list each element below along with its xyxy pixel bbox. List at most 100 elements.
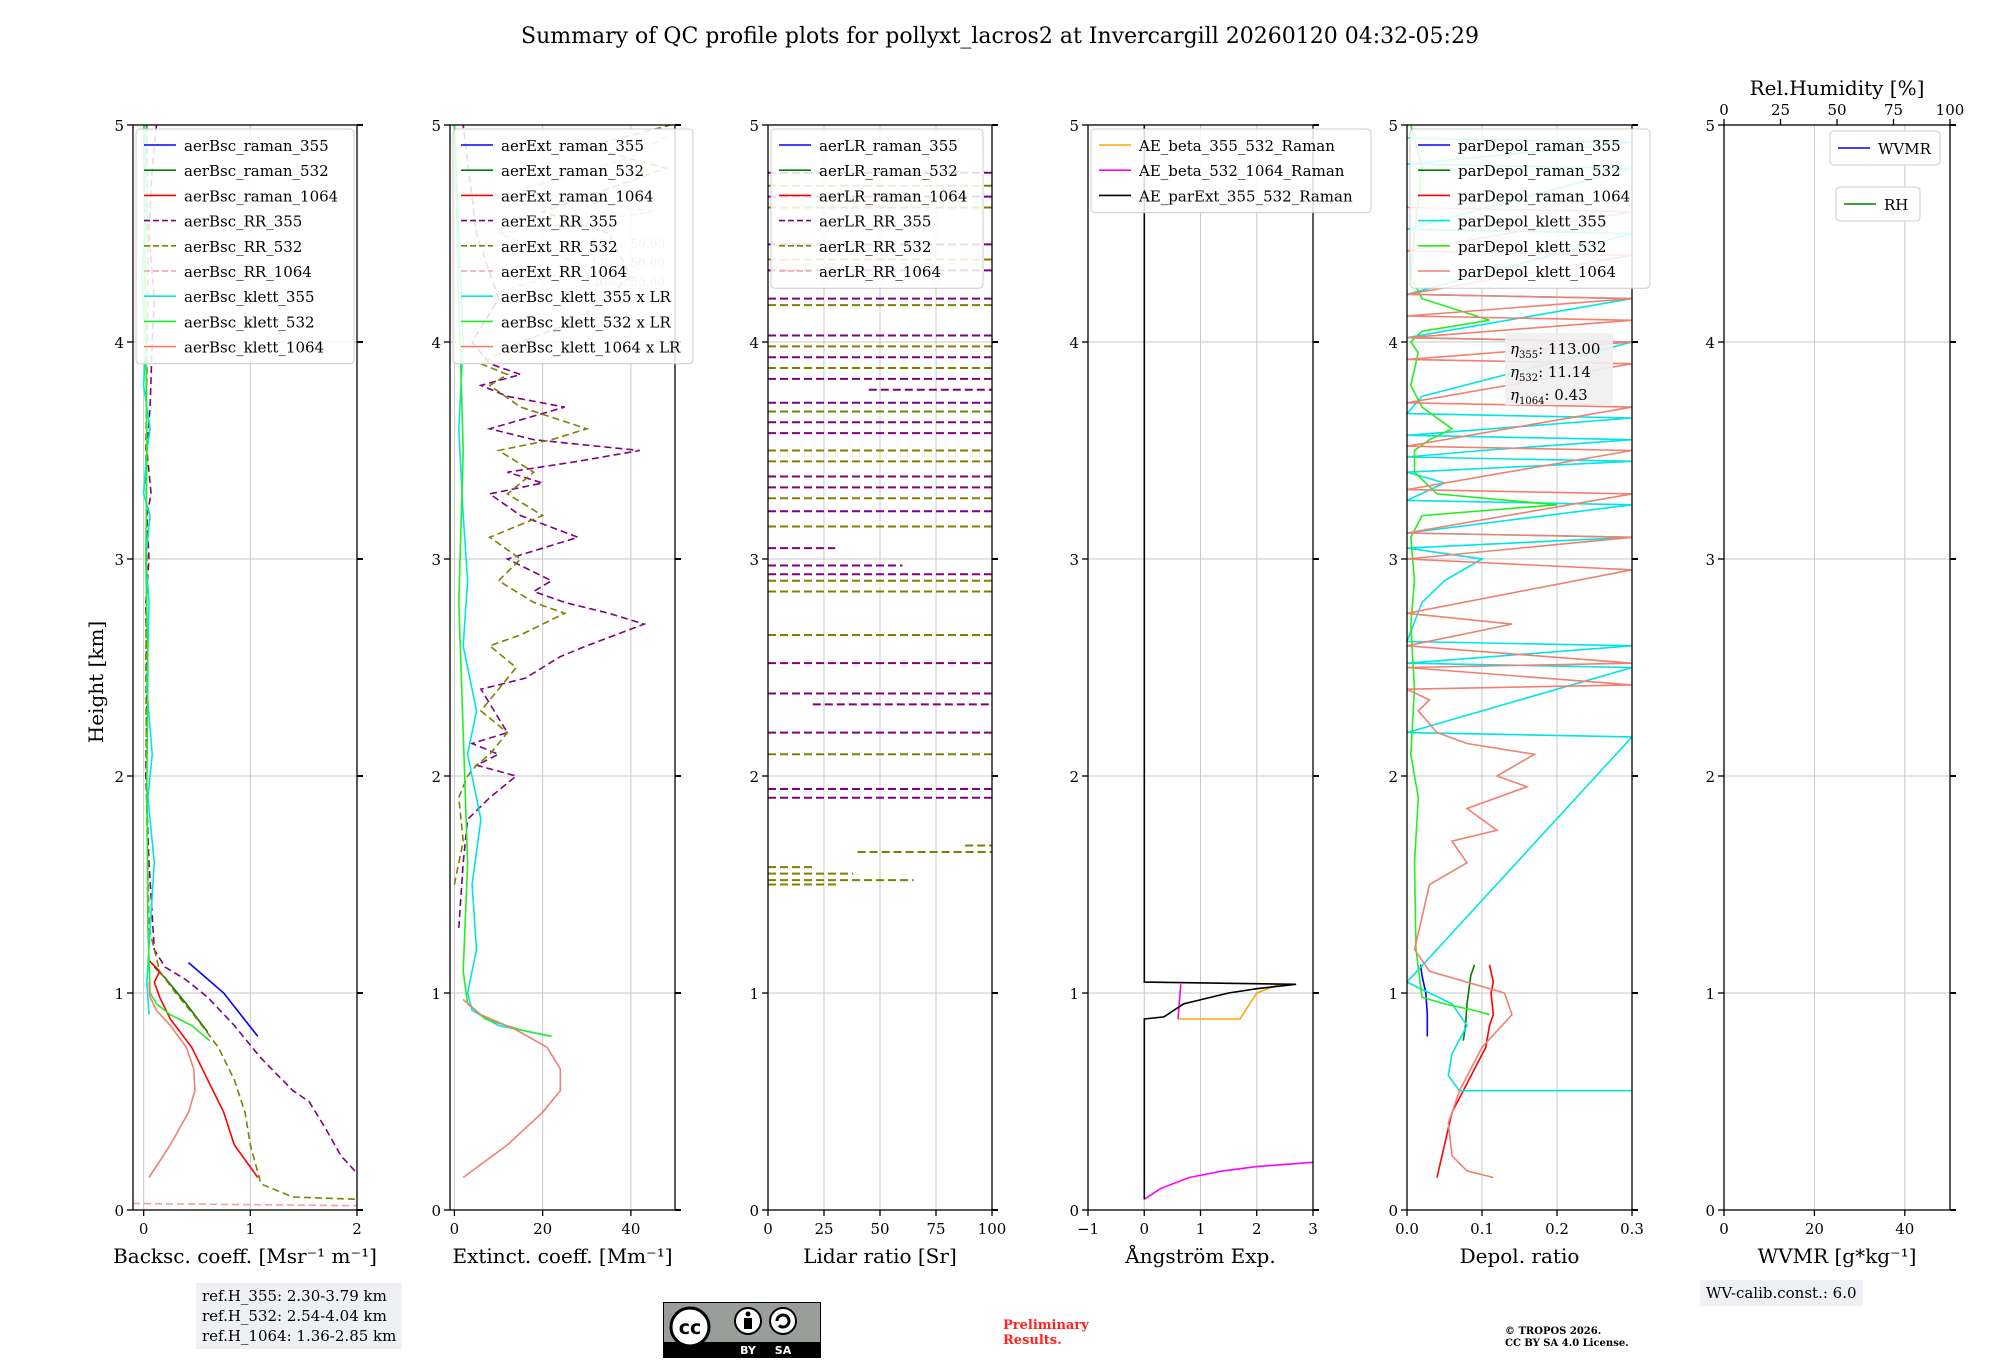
x-axis-label: Lidar ratio [Sr]: [803, 1244, 957, 1268]
legend-frame: [452, 128, 694, 365]
x-tick-label: 75: [926, 1220, 945, 1238]
legend-label: aerBsc_klett_1064: [184, 339, 324, 357]
x-tick-label: 25: [814, 1220, 833, 1238]
cc-license-badge: cc BY SA: [663, 1302, 821, 1358]
y-tick-label: 4: [114, 334, 124, 352]
eta-label-355: η355: 113.00: [1510, 340, 1600, 361]
legend: aerLR_raman_355 aerLR_raman_532 aerLR_rama…: [770, 128, 984, 289]
x-tick-label: 0.2: [1545, 1220, 1569, 1238]
legend-label: aerBsc_RR_355: [184, 213, 302, 231]
y-tick-label: 3: [1388, 551, 1398, 569]
cc-logo-icon: [669, 1306, 711, 1348]
y-tick-label: 3: [1069, 551, 1079, 569]
legend-label: aerExt_raman_1064: [501, 187, 654, 205]
share-alike-icon: [769, 1307, 797, 1335]
y-tick-label: 0: [1388, 1202, 1398, 1220]
series-line-parDepol-raman-355: [1419, 964, 1429, 1037]
series-line-aerBsc-klett-532-x-LR: [453, 125, 552, 1038]
legend-label: RH: [1884, 196, 1908, 214]
x-tick-label: 0: [139, 1220, 149, 1238]
legend-label: aerLR_raman_355: [819, 137, 958, 155]
legend-label: aerBsc_raman_1064: [184, 187, 338, 205]
x-axis-label-top: Rel.Humidity [%]: [1750, 76, 1925, 100]
y-axis-label: Height [km]: [84, 621, 108, 743]
x-tick-label: 3: [1308, 1220, 1318, 1238]
series-line-AE-beta-355-532-Raman: [1178, 983, 1280, 1020]
legend-label: aerBsc_klett_355 x LR: [501, 288, 672, 306]
y-tick-label: 2: [1069, 768, 1079, 786]
legend-label: aerBsc_RR_532: [184, 238, 302, 256]
legend-label: aerBsc_klett_532: [184, 313, 315, 331]
x-axis-label: Extinct. coeff. [Mm⁻¹]: [452, 1244, 672, 1268]
axes-frame: [132, 124, 358, 1211]
legend-label: parDepol_raman_355: [1458, 137, 1621, 155]
x-tick-label: 40: [1895, 1220, 1914, 1238]
x-tick-label-top: 100: [1936, 101, 1965, 119]
x-tick-label-top: 0: [1719, 101, 1729, 119]
x-axis-label: Backsc. coeff. [Msr⁻¹ m⁻¹]: [113, 1244, 377, 1268]
eta-label-532: η532: 11.14: [1510, 363, 1591, 384]
series-line-aerBsc-raman-355: [187, 961, 259, 1037]
legend-label: aerBsc_klett_532 x LR: [501, 313, 672, 331]
y-tick-label: 3: [749, 551, 759, 569]
axes-frame: [1723, 124, 1951, 1211]
legend: aerBsc_raman_355 aerBsc_raman_532 aerBsc_r…: [135, 128, 355, 365]
figure-title: Summary of QC profile plots for pollyxt_…: [521, 24, 1479, 49]
panel-depol: 0 1 2 3 4 5 0.0 0.1 0.2 0.3 Depol. ratio parDepol_r…: [1388, 117, 1651, 1268]
legend-label: aerLR_RR_532: [819, 238, 931, 256]
eta-box: [1505, 333, 1613, 405]
legend-label: parDepol_klett_355: [1458, 213, 1607, 231]
y-tick-label: 3: [1705, 551, 1715, 569]
y-tick-label: 3: [114, 551, 124, 569]
legend-label: aerLR_raman_1064: [819, 187, 967, 205]
copyright-notice: © TROPOS 2026. CC BY SA 4.0 License.: [1505, 1326, 1629, 1350]
preliminary-line-2: Results.: [1003, 1333, 1062, 1348]
y-tick-label: 2: [1705, 768, 1715, 786]
legend-label: aerExt_RR_355: [501, 213, 618, 231]
y-tick-label: 5: [749, 117, 759, 135]
y-tick-label: 0: [431, 1202, 441, 1220]
series-line-AE-beta-532-1064-Raman-upper: [1177, 984, 1182, 1020]
x-axis-label: Depol. ratio: [1460, 1244, 1580, 1268]
y-tick-label: 1: [749, 985, 759, 1003]
legend-label: AE_beta_355_532_Raman: [1138, 137, 1335, 155]
x-tick-label: 2: [352, 1220, 362, 1238]
y-tick-label: 4: [1388, 334, 1398, 352]
axes-frame: [1406, 124, 1633, 1211]
copyright-line-2: CC BY SA 4.0 License.: [1505, 1338, 1629, 1349]
wv-calibration-text: WV-calib.const.: 6.0: [1706, 1284, 1857, 1302]
legend-label: WVMR: [1878, 140, 1932, 158]
legend-label: parDepol_raman_532: [1458, 162, 1621, 180]
legend-label: parDepol_klett_1064: [1458, 263, 1616, 281]
y-tick-label: 4: [1705, 334, 1715, 352]
cc-by-label: BY: [740, 1344, 757, 1357]
y-tick-label: 0: [1705, 1202, 1715, 1220]
x-tick-label: 20: [1805, 1220, 1824, 1238]
x-tick-label-top: 25: [1771, 101, 1790, 119]
x-tick-label: 1: [1196, 1220, 1206, 1238]
x-tick-label: 0.0: [1395, 1220, 1419, 1238]
x-tick-label-top: 50: [1827, 101, 1846, 119]
legend-frame: [1829, 130, 1941, 166]
legend: WVMR RH: [1829, 130, 1941, 222]
series-group: [133, 125, 357, 1207]
reference-height-box: ref.H_355: 2.30-3.79 km ref.H_532: 2.54-…: [196, 1283, 403, 1349]
series-line-aerBsc-klett-1064-x-LR: [462, 998, 562, 1179]
copyright-line-1: © TROPOS 2026.: [1505, 1326, 1602, 1337]
legend-frame: [135, 128, 355, 365]
x-tick-label: 20: [533, 1220, 552, 1238]
legend-label: aerExt_raman_355: [501, 137, 644, 155]
series-line-parDepol-raman-1064: [1436, 964, 1495, 1178]
series-line-aerExt-RR-355: [458, 125, 647, 928]
x-tick-label: 0: [1139, 1220, 1149, 1238]
y-tick-label: 5: [431, 117, 441, 135]
y-tick-label: 3: [431, 551, 441, 569]
x-tick-label: 50: [870, 1220, 889, 1238]
y-tick-label: 1: [114, 985, 124, 1003]
y-tick-label: 2: [1388, 768, 1398, 786]
legend-label: aerLR_raman_532: [819, 162, 958, 180]
